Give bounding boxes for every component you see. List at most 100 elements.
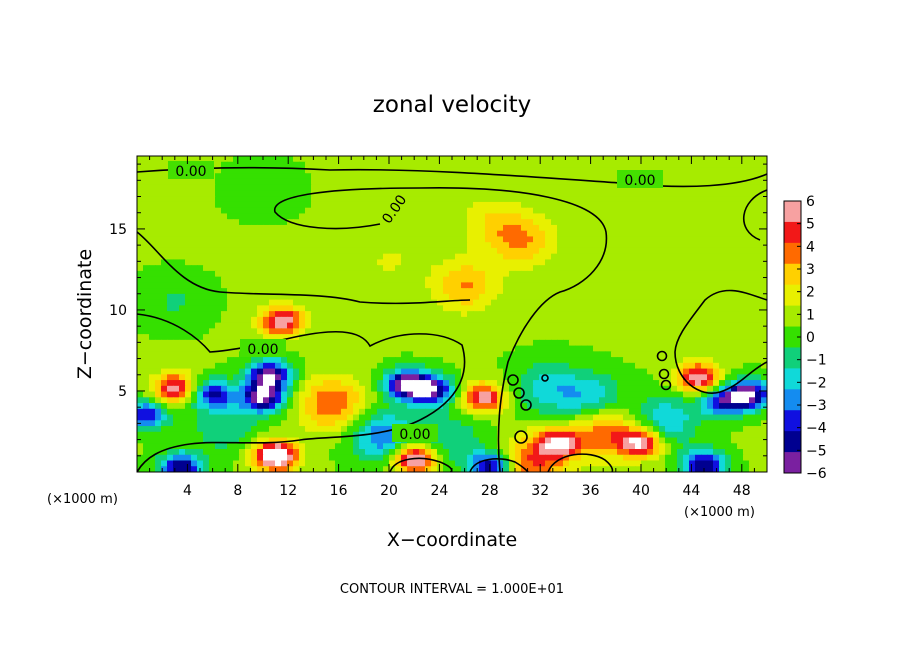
- field-cell: [353, 391, 360, 398]
- field-cell: [635, 322, 642, 329]
- field-cell: [677, 299, 684, 306]
- field-cell: [605, 380, 612, 387]
- field-cell: [605, 334, 612, 341]
- field-cell: [641, 362, 648, 370]
- field-cell: [335, 259, 342, 266]
- field-cell: [431, 391, 438, 398]
- field-cell: [275, 362, 282, 370]
- field-cell: [425, 247, 432, 255]
- field-cell: [515, 385, 522, 393]
- field-cell: [695, 230, 702, 238]
- field-cell: [179, 328, 186, 335]
- field-cell: [401, 380, 408, 387]
- field-cell: [239, 293, 246, 301]
- field-cell: [179, 190, 186, 197]
- field-cell: [407, 230, 414, 238]
- field-cell: [287, 236, 294, 243]
- field-cell: [617, 288, 624, 295]
- field-cell: [653, 161, 660, 169]
- field-cell: [227, 276, 234, 283]
- field-cell: [209, 339, 216, 347]
- field-cell: [527, 282, 534, 289]
- field-cell: [449, 374, 456, 381]
- field-cell: [167, 213, 174, 220]
- field-cell: [389, 270, 396, 278]
- field-cell: [335, 322, 342, 329]
- field-cell: [461, 190, 468, 197]
- field-cell: [593, 178, 600, 186]
- field-cell: [143, 299, 150, 306]
- field-cell: [605, 385, 612, 393]
- field-cell: [413, 288, 420, 295]
- field-cell: [479, 242, 486, 249]
- field-cell: [659, 293, 666, 301]
- field-cell: [281, 190, 288, 197]
- field-cell: [419, 293, 426, 301]
- field-cell: [185, 368, 192, 375]
- field-cell: [761, 178, 767, 186]
- field-cell: [689, 293, 696, 301]
- field-cell: [671, 408, 678, 416]
- field-cell: [185, 247, 192, 255]
- field-cell: [239, 368, 246, 375]
- field-cell: [305, 224, 312, 232]
- field-cell: [425, 328, 432, 335]
- field-cell: [233, 293, 240, 301]
- field-cell: [605, 173, 612, 180]
- field-cell: [689, 311, 696, 318]
- field-cell: [599, 184, 606, 192]
- field-cell: [287, 213, 294, 220]
- field-cell: [743, 351, 750, 358]
- field-cell: [491, 328, 498, 335]
- field-cell: [683, 247, 690, 255]
- field-cell: [251, 368, 258, 375]
- field-cell: [203, 391, 210, 398]
- field-cell: [581, 339, 588, 347]
- field-cell: [401, 161, 408, 169]
- field-cell: [599, 207, 606, 215]
- field-cell: [287, 408, 294, 416]
- field-cell: [599, 334, 606, 341]
- field-cell: [287, 288, 294, 295]
- field-cell: [557, 293, 564, 301]
- field-cell: [569, 270, 576, 278]
- field-cell: [455, 213, 462, 220]
- field-cell: [377, 276, 384, 283]
- field-cell: [221, 224, 228, 232]
- field-cell: [155, 339, 162, 347]
- field-cell: [761, 201, 767, 209]
- field-cell: [587, 201, 594, 209]
- field-cell: [593, 328, 600, 335]
- field-cell: [185, 156, 192, 163]
- field-cell: [221, 236, 228, 243]
- field-cell: [449, 253, 456, 261]
- field-cell: [749, 403, 756, 410]
- field-cell: [377, 156, 384, 163]
- field-cell: [209, 178, 216, 186]
- field-cell: [245, 201, 252, 209]
- field-cell: [587, 345, 594, 352]
- field-cell: [413, 351, 420, 358]
- field-cell: [317, 259, 324, 266]
- field-cell: [575, 305, 582, 312]
- field-cell: [371, 408, 378, 416]
- field-cell: [587, 207, 594, 215]
- field-cell: [311, 345, 318, 352]
- field-cell: [599, 201, 606, 209]
- field-cell: [401, 397, 408, 404]
- field-cell: [707, 173, 714, 180]
- field-cell: [455, 328, 462, 335]
- field-cell: [239, 201, 246, 209]
- field-cell: [281, 178, 288, 186]
- field-cell: [347, 362, 354, 370]
- field-cell: [689, 391, 696, 398]
- field-cell: [197, 219, 204, 226]
- field-cell: [179, 408, 186, 416]
- field-cell: [275, 270, 282, 278]
- field-cell: [629, 316, 636, 324]
- field-cell: [575, 224, 582, 232]
- field-cell: [353, 339, 360, 347]
- field-cell: [725, 224, 732, 232]
- field-cell: [311, 184, 318, 192]
- field-cell: [641, 265, 648, 272]
